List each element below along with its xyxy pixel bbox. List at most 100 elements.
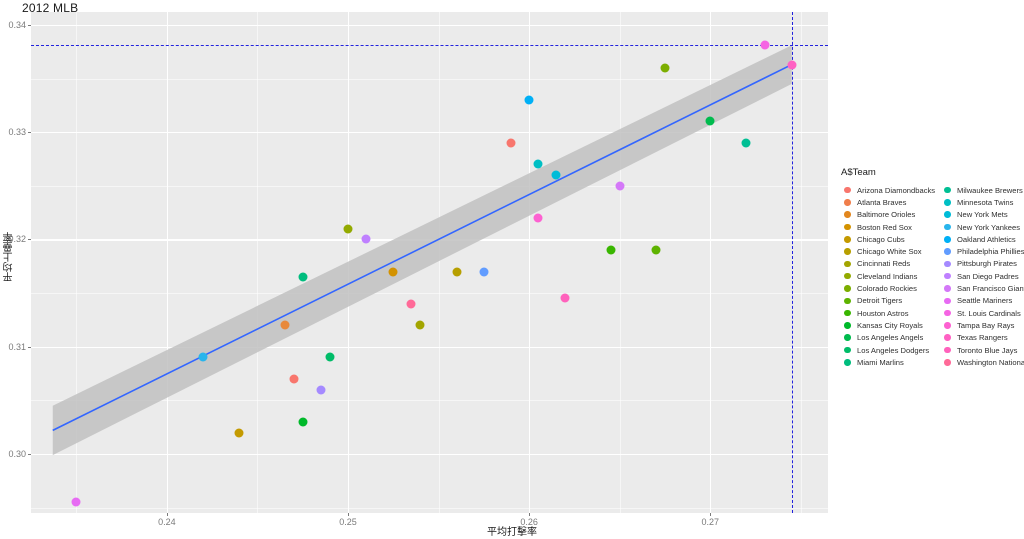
legend-item[interactable]: Toronto Blue Jays [941,344,1024,356]
legend-swatch-icon [941,356,954,368]
legend-item-label: Pittsburgh Pirates [957,259,1017,269]
data-point[interactable] [298,272,308,282]
data-point[interactable] [452,267,462,277]
legend-item-label: San Diego Padres [957,271,1019,281]
legend-item[interactable]: Baltimore Orioles [841,209,941,221]
gridline-horizontal [31,346,828,348]
data-point[interactable] [615,181,625,191]
data-point[interactable] [316,385,326,395]
data-point[interactable] [705,116,715,126]
legend-item[interactable]: New York Mets [941,209,1024,221]
data-point[interactable] [533,213,543,223]
gridline-horizontal [31,453,828,456]
data-point[interactable] [415,320,425,330]
legend-swatch-icon [941,283,954,295]
legend-item-label: Houston Astros [857,308,909,318]
gridline-vertical [529,12,531,513]
legend-swatch-icon [841,283,854,295]
legend-item[interactable]: Minnesota Twins [941,196,1024,208]
legend-swatch-icon [841,319,854,331]
legend-item[interactable]: Washington Nationals [941,356,1024,368]
legend-column-2: Milwaukee Brewers Minnesota Twins New York… [941,184,1024,368]
legend-swatch-icon [941,209,954,221]
data-point[interactable] [741,138,751,148]
legend-item[interactable]: Arizona Diamondbacks [841,184,941,196]
legend-item[interactable]: Atlanta Braves [841,196,941,208]
legend-item[interactable]: Houston Astros [841,307,941,319]
legend-item[interactable]: Chicago Cubs [841,233,941,245]
data-point[interactable] [406,299,416,309]
legend-swatch-icon [841,344,854,356]
legend-item[interactable]: Chicago White Sox [841,245,941,257]
legend-item-label: Chicago Cubs [857,234,905,244]
legend-swatch-icon [841,184,854,196]
data-point[interactable] [289,374,299,384]
legend-item[interactable]: Kansas City Royals [841,319,941,331]
legend-swatch-icon [941,270,954,282]
data-point[interactable] [479,267,489,277]
legend-swatch-icon [941,344,954,356]
data-point[interactable] [760,40,770,50]
legend-item[interactable]: Seattle Mariners [941,295,1024,307]
legend-item[interactable]: Miami Marlins [841,356,941,368]
data-point[interactable] [343,224,353,234]
legend-item[interactable]: Cleveland Indians [841,270,941,282]
legend-item[interactable]: Milwaukee Brewers [941,184,1024,196]
legend-item[interactable]: Colorado Rockies [841,282,941,294]
legend-swatch-icon [941,221,954,233]
y-axis-tick-label: 0.30 [8,448,26,459]
data-point[interactable] [234,428,244,438]
data-point[interactable] [506,138,516,148]
data-point[interactable] [787,60,797,70]
legend-item[interactable]: Philadelphia Phillies [941,245,1024,257]
data-point[interactable] [524,95,534,105]
legend-item[interactable]: Tampa Bay Rays [941,319,1024,331]
legend-item[interactable]: Boston Red Sox [841,221,941,233]
data-point[interactable] [325,352,335,362]
legend-swatch-icon [841,295,854,307]
data-point[interactable] [551,170,561,180]
gridline-minor-vertical [257,12,258,513]
data-point[interactable] [651,245,661,255]
legend-item[interactable]: Pittsburgh Pirates [941,258,1024,270]
legend-column-1: Arizona Diamondbacks Atlanta Braves Baltim… [841,184,941,368]
legend-item[interactable]: San Francisco Giants [941,282,1024,294]
data-point[interactable] [560,293,570,303]
gridline-horizontal [31,132,828,134]
legend-swatch-icon [841,307,854,319]
legend-item[interactable]: Texas Rangers [941,332,1024,344]
y-axis-tick-mark [28,346,31,348]
legend-item[interactable]: San Diego Padres [941,270,1024,282]
legend-item-label: Los Angeles Dodgers [857,345,930,355]
legend-item[interactable]: Cincinnati Reds [841,258,941,270]
gridline-minor-vertical [619,12,621,513]
data-point[interactable] [198,352,208,362]
legend-item[interactable]: St. Louis Cardinals [941,307,1024,319]
x-axis-tick-mark [166,513,168,516]
y-axis-tick-label: 0.34 [8,19,26,30]
data-point[interactable] [388,267,398,277]
data-point[interactable] [298,417,308,427]
legend-item-label: Cincinnati Reds [857,259,911,269]
data-point[interactable] [660,63,670,73]
x-axis-tick-label: 0.24 [158,517,176,527]
gridline-minor-horizontal [31,185,828,187]
legend-swatch-icon [941,307,954,319]
x-axis-tick-mark [347,513,349,516]
data-point[interactable] [280,320,290,330]
data-point[interactable] [71,497,81,507]
x-axis-tick-mark [710,513,712,516]
legend-item[interactable]: Detroit Tigers [841,295,941,307]
x-axis-tick-mark [529,513,531,516]
legend-item[interactable]: Oakland Athletics [941,233,1024,245]
y-axis-tick-label: 0.32 [8,234,26,245]
legend-item[interactable]: Los Angeles Dodgers [841,344,941,356]
legend-item[interactable]: Los Angeles Angels [841,332,941,344]
data-point[interactable] [361,234,371,244]
legend-item-label: St. Louis Cardinals [957,308,1021,318]
data-point[interactable] [533,159,543,169]
legend-item[interactable]: New York Yankees [941,221,1024,233]
data-point[interactable] [606,245,616,255]
legend-swatch-icon [941,332,954,344]
legend-swatch-icon [941,258,954,270]
